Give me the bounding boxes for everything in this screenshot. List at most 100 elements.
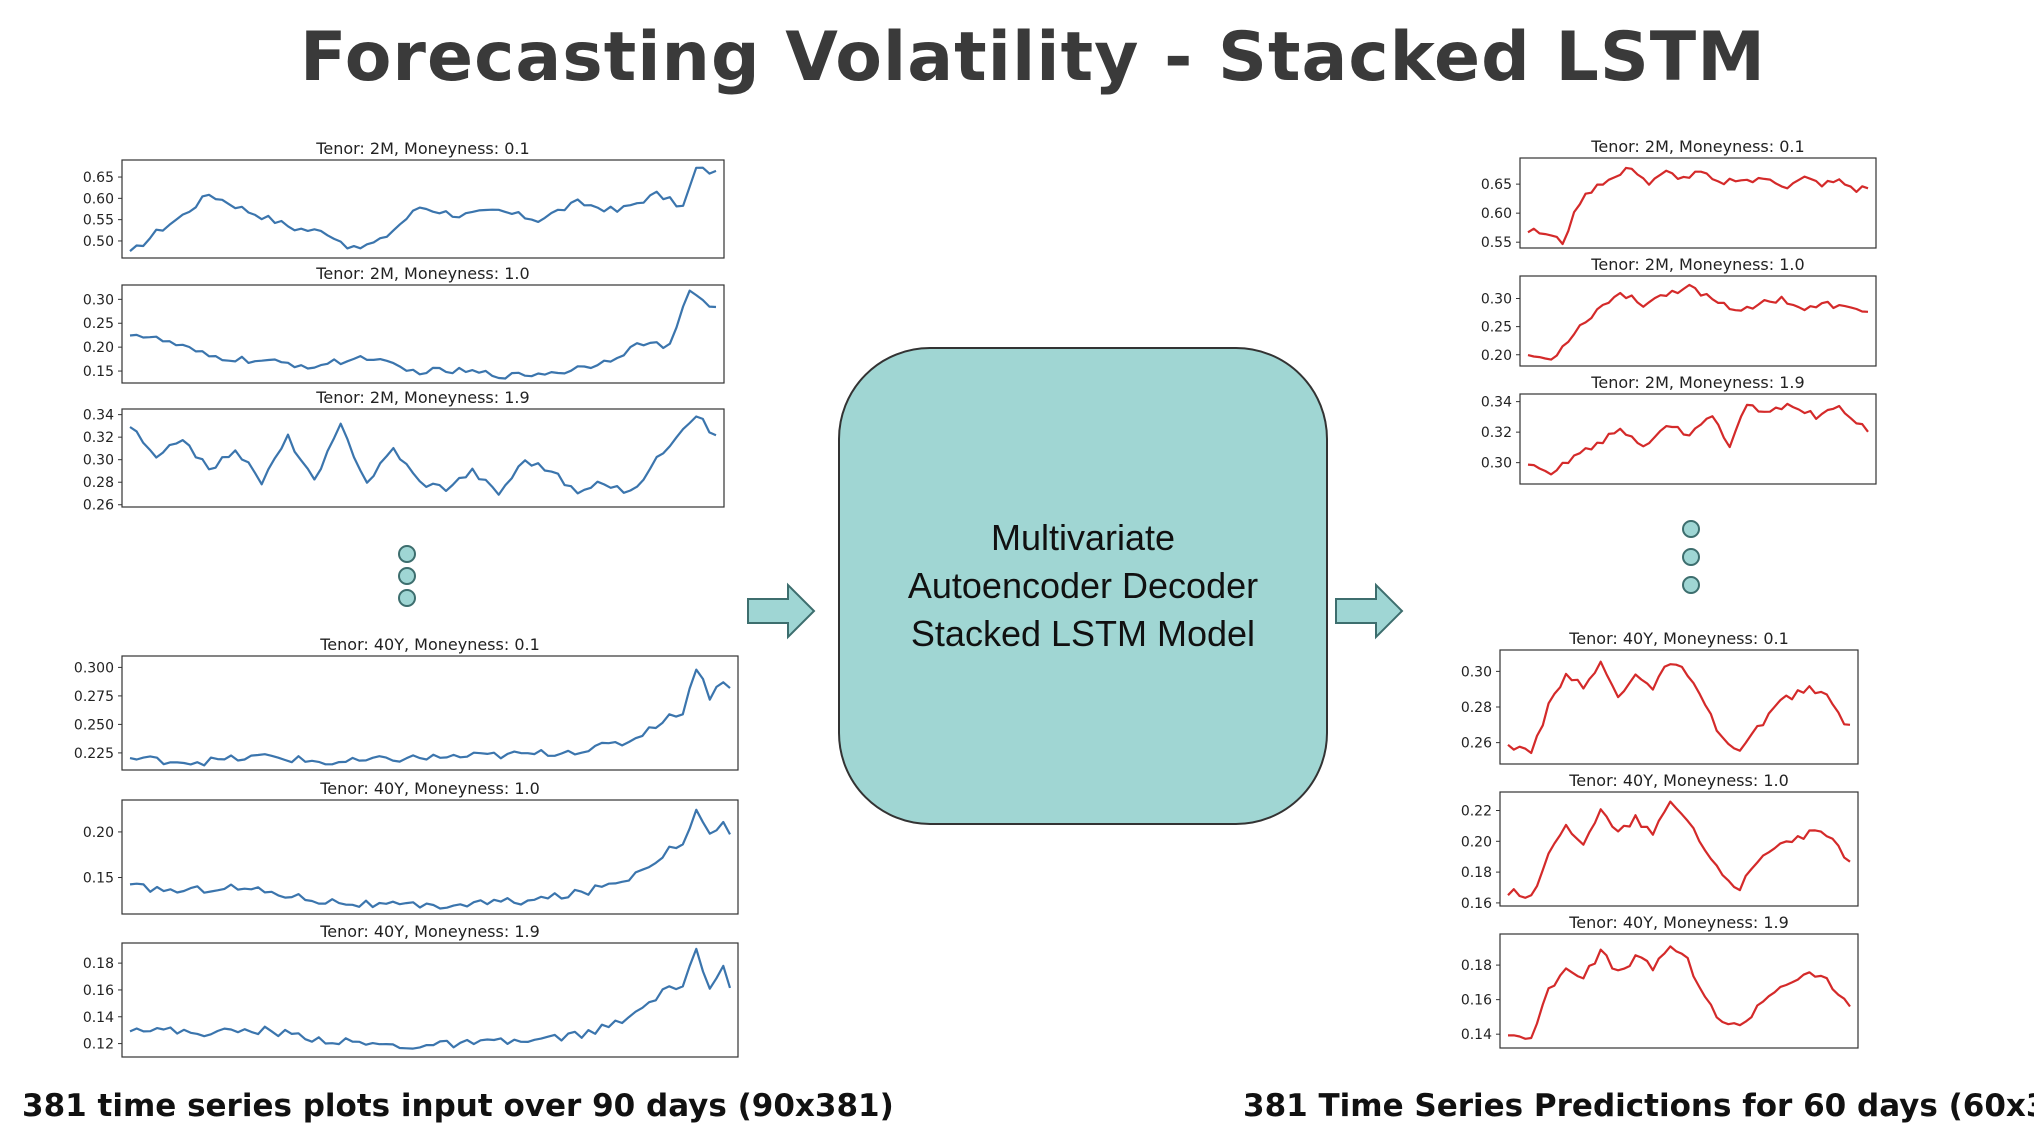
chart-title: Tenor: 40Y, Moneyness: 1.0 [1568, 771, 1789, 790]
input-chart-2m-0-1: Tenor: 2M, Moneyness: 0.1 0.50 0.55 0.60 0.6… [83, 139, 725, 259]
y-tick-label: 0.12 [83, 1037, 114, 1053]
chart-title: Tenor: 40Y, Moneyness: 0.1 [1568, 629, 1789, 648]
y-tick-label: 0.20 [1481, 348, 1512, 364]
model-label-line: Stacked LSTM Model [910, 613, 1256, 654]
input-chart-40y-1-0: Tenor: 40Y, Moneyness: 1.0 0.15 0.20 [83, 779, 739, 915]
plot-frame [1499, 933, 1859, 1049]
y-tick-label: 0.55 [1481, 235, 1512, 251]
plot-frame [1499, 791, 1859, 907]
y-tick-label: 0.275 [74, 689, 114, 705]
input-chart-40y-1-9: Tenor: 40Y, Moneyness: 1.9 0.12 0.14 0.16 0.… [83, 922, 739, 1058]
chart-title: Tenor: 40Y, Moneyness: 1.9 [319, 922, 540, 941]
y-tick-label: 0.16 [1461, 993, 1492, 1009]
ellipsis-dot [398, 567, 416, 585]
y-tick-label: 0.22 [1461, 803, 1492, 819]
y-tick-label: 0.30 [83, 453, 114, 469]
chart-title: Tenor: 2M, Moneyness: 1.9 [315, 388, 529, 407]
right-arrow-icon [1335, 582, 1404, 640]
model-label: Multivariate Autoencoder Decoder Stacked… [908, 514, 1258, 658]
y-tick-label: 0.34 [83, 408, 114, 424]
y-tick-label: 0.65 [83, 170, 114, 186]
plot-frame [121, 655, 739, 771]
y-tick-label: 0.20 [1461, 834, 1492, 850]
y-tick-label: 0.28 [83, 475, 114, 491]
y-tick-label: 0.18 [1461, 958, 1492, 974]
y-tick-label: 0.20 [83, 825, 114, 841]
series-line [1527, 402, 1869, 476]
prediction-chart-40y-0-1: Tenor: 40Y, Moneyness: 0.1 0.26 0.28 0.30 [1461, 629, 1859, 765]
series-line [129, 808, 731, 910]
chart-title: Tenor: 40Y, Moneyness: 1.0 [319, 779, 540, 798]
y-tick-label: 0.32 [83, 430, 114, 446]
model-label-line: Autoencoder Decoder [907, 565, 1259, 606]
ellipsis-dot [1682, 520, 1700, 538]
y-tick-label: 0.15 [83, 871, 114, 887]
y-tick-label: 0.28 [1461, 700, 1492, 716]
series-line [1507, 800, 1851, 899]
prediction-chart-2m-1-9: Tenor: 2M, Moneyness: 1.9 0.30 0.32 0.34 [1481, 373, 1877, 485]
model-label-line: Multivariate [990, 517, 1176, 558]
y-tick-label: 0.55 [83, 213, 114, 229]
series-line [1507, 660, 1851, 755]
chart-title: Tenor: 2M, Moneyness: 1.0 [1590, 255, 1804, 274]
y-tick-label: 0.26 [83, 498, 114, 514]
y-tick-label: 0.16 [83, 983, 114, 999]
plot-frame [1519, 393, 1877, 485]
chart-title: Tenor: 2M, Moneyness: 1.0 [315, 264, 529, 283]
model-box: Multivariate Autoencoder Decoder Stacked… [838, 347, 1328, 825]
plot-frame [121, 799, 739, 915]
y-tick-label: 0.225 [74, 746, 114, 762]
plot-frame [121, 408, 725, 508]
series-line [129, 166, 717, 252]
y-tick-label: 0.34 [1481, 395, 1512, 411]
input-chart-2m-1-0: Tenor: 2M, Moneyness: 1.0 0.15 0.20 0.25 0.3… [83, 264, 725, 384]
y-tick-label: 0.65 [1481, 177, 1512, 193]
series-line [1527, 166, 1869, 246]
series-line [1527, 283, 1869, 361]
series-line [129, 415, 717, 496]
y-tick-label: 0.18 [1461, 865, 1492, 881]
y-tick-label: 0.15 [83, 364, 114, 380]
series-line [1507, 945, 1851, 1040]
plot-frame [1519, 275, 1877, 367]
prediction-chart-40y-1-9: Tenor: 40Y, Moneyness: 1.9 0.14 0.16 0.18 [1461, 913, 1859, 1049]
y-tick-label: 0.18 [83, 956, 114, 972]
ellipsis-dot [398, 589, 416, 607]
page-title: Forecasting Volatility - Stacked LSTM [300, 18, 1766, 97]
plot-frame [121, 942, 739, 1058]
prediction-chart-2m-0-1: Tenor: 2M, Moneyness: 0.1 0.55 0.60 0.65 [1481, 137, 1877, 251]
chart-title: Tenor: 2M, Moneyness: 0.1 [315, 139, 529, 158]
y-tick-label: 0.30 [1481, 292, 1512, 308]
y-tick-label: 0.32 [1481, 425, 1512, 441]
plot-frame [121, 284, 725, 384]
y-tick-label: 0.60 [83, 191, 114, 207]
y-tick-label: 0.14 [83, 1010, 114, 1026]
ellipsis-dot [398, 545, 416, 563]
chart-title: Tenor: 40Y, Moneyness: 0.1 [319, 635, 540, 654]
y-tick-label: 0.26 [1461, 736, 1492, 752]
prediction-caption: 381 Time Series Predictions for 60 days … [1243, 1088, 2034, 1124]
right-arrow-icon [747, 582, 816, 640]
input-chart-40y-0-1: Tenor: 40Y, Moneyness: 0.1 0.225 0.250 0.27… [74, 635, 739, 771]
y-tick-label: 0.30 [1481, 456, 1512, 472]
ellipsis-dot [1682, 576, 1700, 594]
y-tick-label: 0.14 [1461, 1027, 1492, 1043]
series-line [129, 947, 732, 1050]
y-tick-label: 0.250 [74, 717, 114, 733]
y-tick-label: 0.60 [1481, 206, 1512, 222]
input-caption: 381 time series plots input over 90 days… [22, 1088, 894, 1124]
chart-title: Tenor: 2M, Moneyness: 0.1 [1590, 137, 1804, 156]
y-tick-label: 0.30 [83, 292, 114, 308]
series-line [129, 668, 731, 767]
y-tick-label: 0.300 [74, 660, 114, 676]
input-chart-2m-1-9: Tenor: 2M, Moneyness: 1.9 0.26 0.28 0.30 0.3… [83, 388, 725, 514]
y-tick-label: 0.25 [1481, 320, 1512, 336]
y-tick-label: 0.30 [1461, 664, 1492, 680]
chart-title: Tenor: 40Y, Moneyness: 1.9 [1568, 913, 1789, 932]
y-tick-label: 0.50 [83, 234, 114, 250]
ellipsis-dot [1682, 548, 1700, 566]
chart-title: Tenor: 2M, Moneyness: 1.9 [1590, 373, 1804, 392]
y-tick-label: 0.25 [83, 316, 114, 332]
plot-frame [1499, 649, 1859, 765]
